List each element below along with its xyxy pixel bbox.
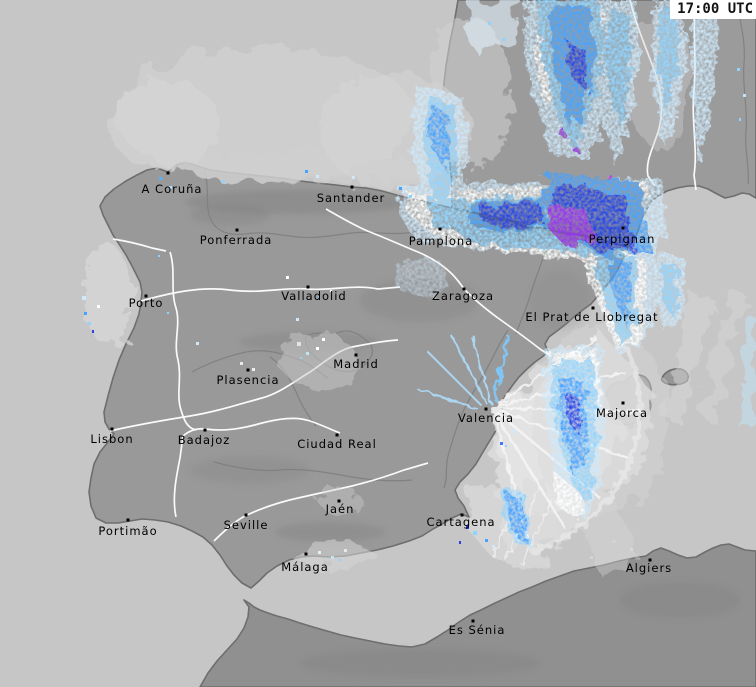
city-dot [246,368,250,372]
city-label: Plasencia [216,373,279,387]
city-dot [462,287,466,291]
city-marker: Santander [317,185,386,205]
timestamp-badge: 17:00 UTC [670,0,756,19]
precipitation-layer [395,0,718,548]
city-dot [648,558,652,562]
city-label: Perpignan [589,232,656,246]
city-dot [621,401,625,405]
city-label: A Coruña [142,182,203,196]
city-label: Seville [224,518,269,532]
city-marker: A Coruña [142,171,203,196]
city-dot [335,433,339,437]
city-label: Algiers [626,561,672,575]
city-dot [306,285,310,289]
city-dot [337,499,341,503]
city-marker: Pamplona [409,227,474,248]
city-dot [621,226,625,230]
city-label: Madrid [333,357,379,371]
city-label: Valladolid [281,289,346,303]
city-dot [110,427,114,431]
scattered-echoes [82,22,746,561]
city-marker: Málaga [281,552,329,574]
city-marker: Jaén [325,499,355,516]
city-marker: Plasencia [216,368,279,387]
city-dot [166,171,170,175]
city-dot [471,619,475,623]
city-marker: Valladolid [281,285,346,303]
city-label: Pamplona [409,234,474,248]
city-marker: Majorca [596,401,648,420]
city-dot [350,185,354,189]
city-label: Ponferrada [200,233,273,247]
city-label: Majorca [596,406,648,420]
city-label: Valencia [458,411,514,425]
city-dot [591,306,595,310]
city-marker: El Prat de Llobregat [525,306,658,324]
city-marker: Algiers [626,558,672,575]
city-marker: Lisbon [90,427,133,446]
city-marker: Ponferrada [200,228,273,247]
city-label: Málaga [281,560,329,574]
city-marker: Porto [129,294,164,310]
city-label: El Prat de Llobregat [525,310,658,324]
city-label: Santander [317,191,386,205]
city-dot [304,552,308,556]
city-marker: Valencia [458,407,514,425]
city-label: Cartagena [426,515,495,529]
city-dot [235,228,239,232]
city-marker: Portimão [98,518,157,538]
city-dot [354,353,358,357]
city-marker: Seville [224,513,269,532]
city-marker: Badajoz [178,428,231,447]
city-label: Zaragoza [432,289,494,303]
city-dot [203,428,207,432]
radar-beam-artifacts [415,333,643,566]
city-marker: Ciudad Real [297,433,377,451]
city-dot [144,294,148,298]
city-label: Lisbon [90,432,133,446]
cities-layer: A Coruña Santander Ponferrada Pamplona Perpi… [90,171,672,637]
city-label: Portimão [98,524,157,538]
city-dot [126,518,130,522]
city-label: Jaén [325,502,355,516]
land-africa [199,543,756,687]
city-dot [244,513,248,517]
city-marker: Perpignan [589,226,656,246]
city-label: Porto [129,296,164,310]
city-marker: Es Sénia [449,619,506,637]
city-label: Badajoz [178,433,231,447]
city-marker: Madrid [333,353,379,371]
city-dot [484,407,488,411]
city-label: Ciudad Real [297,437,377,451]
city-marker: Zaragoza [432,287,494,303]
city-label: Es Sénia [449,623,506,637]
city-dot [438,227,442,231]
city-dot [460,513,464,517]
city-marker: Cartagena [426,513,495,529]
